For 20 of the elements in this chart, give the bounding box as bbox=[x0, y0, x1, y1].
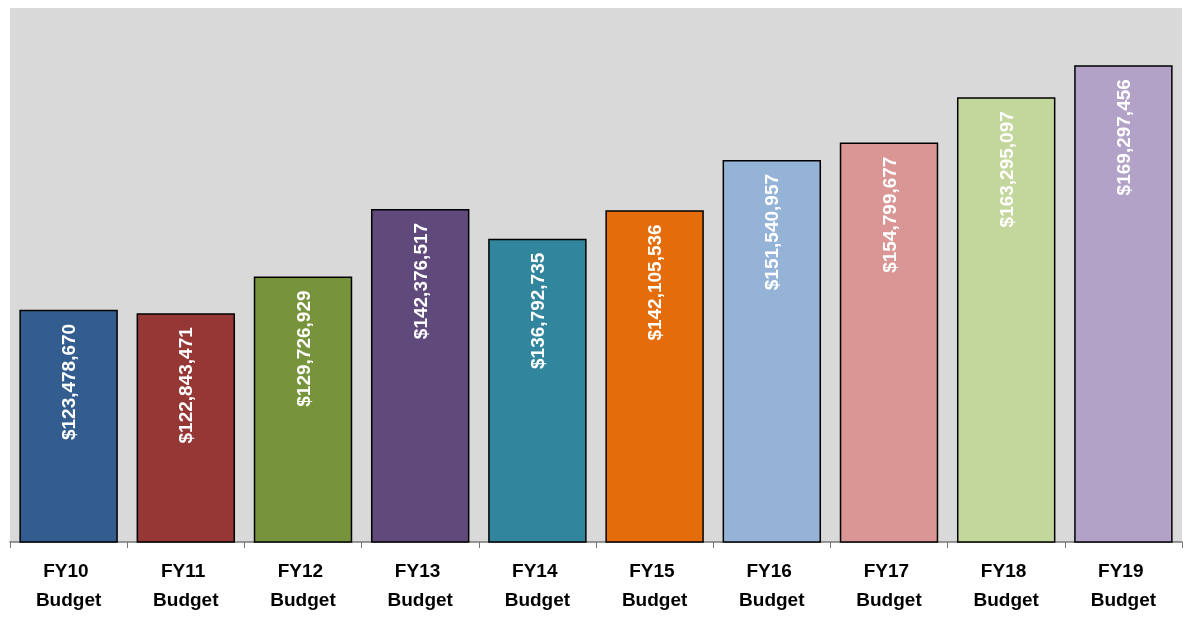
x-tick-label: FY12 Budget bbox=[270, 560, 337, 610]
x-tick-label: FY10 Budget bbox=[35, 560, 102, 610]
data-label: $163,295,097 bbox=[995, 111, 1017, 228]
data-label: $142,376,517 bbox=[409, 222, 431, 340]
data-label: $151,540,957 bbox=[761, 173, 783, 291]
data-label: $154,799,677 bbox=[878, 156, 900, 273]
data-label: $169,297,456 bbox=[1112, 79, 1134, 196]
data-label: $136,792,735 bbox=[526, 252, 548, 369]
data-label: $123,478,670 bbox=[58, 323, 80, 441]
x-tick-label: FY18 Budget bbox=[973, 560, 1040, 610]
data-label: $129,726,929 bbox=[292, 290, 314, 407]
data-label: $122,843,471 bbox=[175, 326, 197, 444]
x-tick-label: FY11 Budget bbox=[153, 560, 220, 610]
x-tick-label: FY14 Budget bbox=[504, 560, 571, 610]
x-tick-label: FY17 Budget bbox=[856, 560, 923, 610]
x-tick-label: FY13 Budget bbox=[387, 560, 454, 610]
x-tick-label: FY16 Budget bbox=[739, 560, 806, 610]
x-tick-label: FY15 Budget bbox=[621, 560, 688, 610]
x-tick-label: FY19 Budget bbox=[1090, 560, 1157, 610]
data-label: $142,105,536 bbox=[644, 224, 666, 341]
